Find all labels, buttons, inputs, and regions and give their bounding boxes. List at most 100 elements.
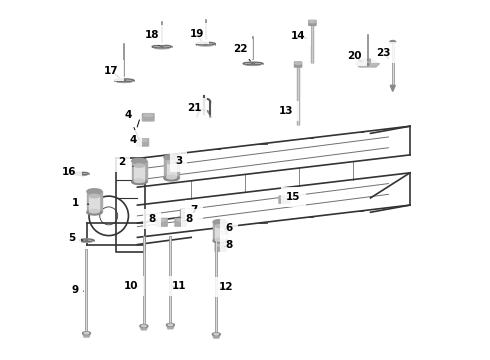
Ellipse shape xyxy=(81,240,92,242)
Text: 6: 6 xyxy=(224,224,232,233)
Text: 9: 9 xyxy=(71,285,84,296)
Ellipse shape xyxy=(80,173,82,174)
FancyBboxPatch shape xyxy=(156,218,168,226)
Ellipse shape xyxy=(357,63,378,66)
Ellipse shape xyxy=(134,179,144,183)
Polygon shape xyxy=(87,192,102,212)
Text: 15: 15 xyxy=(286,192,301,202)
Polygon shape xyxy=(390,85,395,91)
Polygon shape xyxy=(213,222,227,241)
Ellipse shape xyxy=(117,81,131,82)
Ellipse shape xyxy=(217,244,224,247)
Ellipse shape xyxy=(164,176,179,181)
Ellipse shape xyxy=(366,64,369,66)
Ellipse shape xyxy=(160,46,163,47)
Polygon shape xyxy=(164,157,179,178)
Text: 19: 19 xyxy=(190,29,204,41)
FancyBboxPatch shape xyxy=(137,138,149,146)
Text: 14: 14 xyxy=(291,31,307,41)
Ellipse shape xyxy=(182,210,190,212)
Text: 18: 18 xyxy=(145,30,160,45)
Text: 4: 4 xyxy=(125,110,139,140)
Ellipse shape xyxy=(198,44,213,46)
Polygon shape xyxy=(82,333,91,337)
Ellipse shape xyxy=(158,219,166,221)
Ellipse shape xyxy=(90,194,99,198)
Ellipse shape xyxy=(213,238,227,243)
Ellipse shape xyxy=(122,80,125,81)
Text: 23: 23 xyxy=(376,48,391,59)
Ellipse shape xyxy=(132,158,147,163)
Polygon shape xyxy=(356,59,379,67)
Polygon shape xyxy=(140,326,148,330)
Ellipse shape xyxy=(309,21,316,23)
Polygon shape xyxy=(134,166,144,181)
Text: 1: 1 xyxy=(72,198,89,208)
Ellipse shape xyxy=(295,62,301,64)
Ellipse shape xyxy=(84,332,89,334)
Polygon shape xyxy=(132,161,147,182)
Ellipse shape xyxy=(204,43,207,44)
Polygon shape xyxy=(90,196,99,211)
Ellipse shape xyxy=(140,324,148,327)
FancyBboxPatch shape xyxy=(215,243,226,252)
Text: 20: 20 xyxy=(347,51,362,62)
Ellipse shape xyxy=(144,114,152,116)
Polygon shape xyxy=(167,325,174,329)
Ellipse shape xyxy=(176,219,184,221)
Polygon shape xyxy=(216,226,224,240)
Text: 16: 16 xyxy=(62,167,76,177)
Polygon shape xyxy=(212,334,220,338)
Text: 2: 2 xyxy=(118,157,133,167)
FancyBboxPatch shape xyxy=(309,21,316,26)
Ellipse shape xyxy=(167,323,174,326)
Text: 22: 22 xyxy=(233,44,250,61)
FancyBboxPatch shape xyxy=(175,218,186,226)
Ellipse shape xyxy=(139,139,147,141)
Text: 5: 5 xyxy=(69,233,83,243)
Text: 3: 3 xyxy=(175,156,182,166)
Ellipse shape xyxy=(390,41,395,43)
Text: 12: 12 xyxy=(219,282,234,292)
Text: 11: 11 xyxy=(172,281,186,291)
Ellipse shape xyxy=(251,63,254,64)
Text: 8: 8 xyxy=(148,214,156,224)
Ellipse shape xyxy=(82,332,91,334)
Ellipse shape xyxy=(87,189,102,194)
Ellipse shape xyxy=(164,155,179,160)
Ellipse shape xyxy=(196,42,216,45)
FancyBboxPatch shape xyxy=(294,62,302,67)
Ellipse shape xyxy=(212,333,220,336)
Ellipse shape xyxy=(213,220,227,224)
FancyBboxPatch shape xyxy=(142,113,154,121)
Ellipse shape xyxy=(142,325,146,327)
Text: 17: 17 xyxy=(104,66,119,78)
Ellipse shape xyxy=(132,179,147,185)
Ellipse shape xyxy=(152,45,172,48)
Ellipse shape xyxy=(214,333,219,335)
Ellipse shape xyxy=(79,239,94,242)
Ellipse shape xyxy=(245,64,260,66)
Text: 8: 8 xyxy=(224,240,232,250)
Text: 7: 7 xyxy=(184,205,198,215)
Ellipse shape xyxy=(114,79,134,82)
FancyBboxPatch shape xyxy=(279,196,290,204)
Ellipse shape xyxy=(74,172,89,175)
Ellipse shape xyxy=(216,225,224,228)
Ellipse shape xyxy=(87,210,102,215)
Ellipse shape xyxy=(85,240,88,241)
Ellipse shape xyxy=(280,197,289,199)
Text: 21: 21 xyxy=(188,103,202,113)
Ellipse shape xyxy=(216,238,224,241)
Text: 10: 10 xyxy=(124,281,139,291)
Ellipse shape xyxy=(90,210,99,213)
Ellipse shape xyxy=(75,174,87,176)
Ellipse shape xyxy=(167,175,176,179)
Ellipse shape xyxy=(167,160,176,164)
Text: 13: 13 xyxy=(279,106,294,116)
Ellipse shape xyxy=(168,324,172,326)
Text: 4: 4 xyxy=(129,120,140,145)
Polygon shape xyxy=(167,162,176,177)
Ellipse shape xyxy=(243,62,263,65)
Text: 8: 8 xyxy=(184,214,193,224)
